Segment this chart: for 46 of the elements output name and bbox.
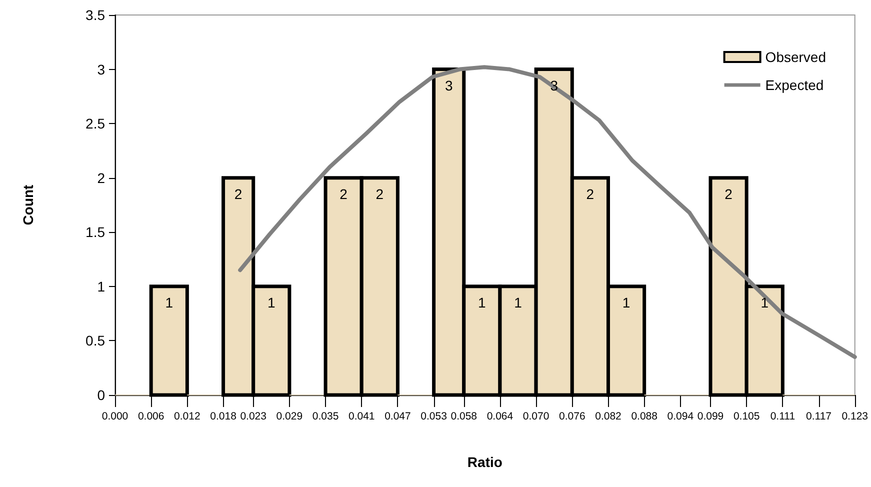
y-tick-label: 0.5 (86, 332, 106, 349)
x-axis-title: Ratio (467, 454, 502, 470)
x-tick-label: 0.117 (806, 410, 832, 422)
x-tick-label: 0.047 (384, 410, 412, 422)
data-label: 2 (586, 186, 594, 202)
x-tick-label: 0.082 (595, 410, 622, 422)
data-label: 2 (724, 186, 733, 202)
y-tick-label: 2 (97, 170, 106, 186)
data-label: 1 (622, 294, 630, 310)
y-tick-label: 1 (97, 278, 106, 294)
x-tick-label: 0.105 (733, 410, 760, 422)
data-label: 1 (514, 294, 522, 310)
data-label: 1 (165, 294, 174, 310)
data-label: 1 (267, 294, 276, 310)
x-tick-label: 0.076 (559, 410, 586, 422)
x-tick-label: 0.070 (522, 410, 550, 422)
legend-label: Expected (765, 77, 824, 93)
x-tick-label: 0.018 (210, 410, 237, 422)
data-label: 1 (760, 294, 769, 310)
data-label: 2 (376, 186, 384, 202)
data-label: 2 (234, 186, 242, 202)
y-tick-label: 1.5 (86, 224, 106, 240)
y-tick-label: 3 (97, 61, 106, 78)
data-label: 3 (444, 77, 453, 94)
x-tick-label: 0.123 (842, 410, 868, 422)
x-tick-label: 0.111 (770, 410, 796, 422)
legend-label: Observed (765, 49, 826, 65)
data-label: 1 (478, 294, 486, 310)
y-axis-title: Count (20, 184, 36, 226)
x-tick-label: 0.000 (102, 410, 128, 422)
x-tick-label: 0.064 (486, 410, 514, 422)
x-tick-label: 0.058 (450, 410, 478, 422)
x-tick-label: 0.035 (312, 410, 339, 422)
x-tick-label: 0.029 (276, 410, 303, 422)
y-tick-label: 3.5 (86, 7, 106, 23)
data-label: 2 (340, 186, 348, 202)
x-tick-label: 0.006 (138, 410, 164, 422)
x-tick-label: 0.099 (697, 410, 724, 422)
x-tick-label: 0.094 (667, 410, 694, 422)
y-tick-label: 0 (97, 387, 106, 403)
x-tick-label: 0.012 (174, 410, 200, 422)
x-tick-label: 0.053 (420, 410, 448, 422)
x-tick-label: 0.041 (348, 410, 375, 422)
y-tick-label: 2.5 (86, 116, 106, 132)
x-tick-label: 0.088 (631, 410, 658, 422)
x-tick-label: 0.023 (240, 410, 267, 422)
